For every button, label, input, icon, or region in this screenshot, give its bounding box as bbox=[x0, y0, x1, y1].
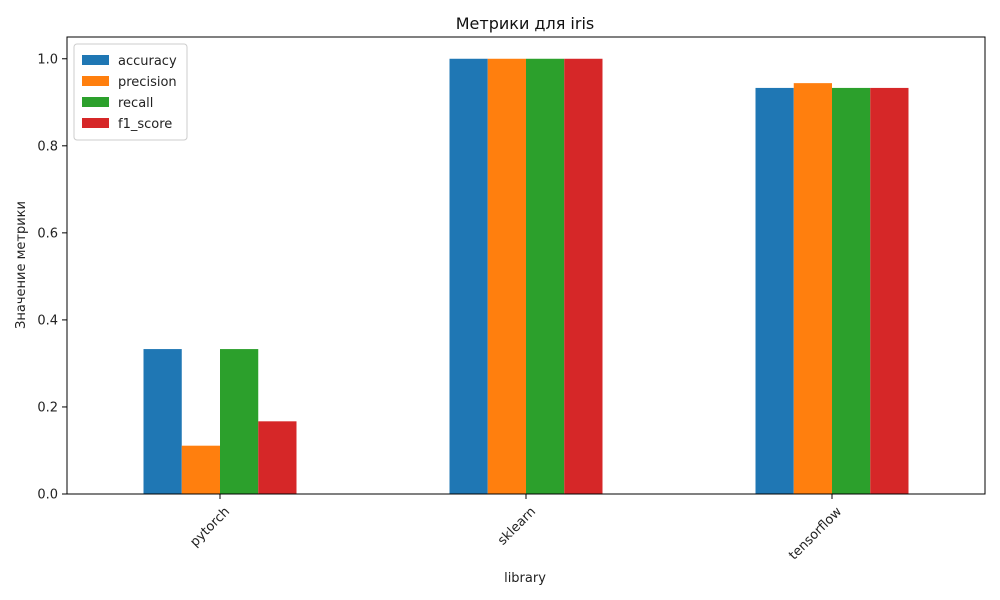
y-tick-label: 1.0 bbox=[37, 52, 58, 67]
bar-accuracy-pytorch bbox=[143, 349, 182, 494]
legend-swatch-accuracy bbox=[82, 55, 109, 65]
y-tick-label: 0.8 bbox=[37, 139, 58, 154]
x-tick-label-tensorflow: tensorflow bbox=[786, 504, 845, 563]
y-tick-label: 0.0 bbox=[37, 488, 58, 503]
legend-swatch-f1_score bbox=[82, 118, 109, 128]
bar-recall-sklearn bbox=[526, 58, 565, 494]
y-tick-label: 0.2 bbox=[37, 400, 58, 415]
x-tick-label-sklearn: sklearn bbox=[495, 504, 539, 548]
legend-label-recall: recall bbox=[118, 96, 153, 111]
chart-title: Метрики для iris bbox=[456, 14, 594, 33]
legend-box bbox=[73, 43, 188, 141]
legend-label-f1_score: f1_score bbox=[118, 117, 172, 132]
legend-label-accuracy: accuracy bbox=[118, 54, 177, 69]
plot-area: 0.0 0.2 0.4 0.6 0.8 1.0 pytorch sklearn tensorfl… bbox=[37, 36, 986, 563]
bar-f1_score-sklearn bbox=[564, 58, 603, 494]
bar-precision-tensorflow bbox=[793, 83, 832, 494]
bar-recall-tensorflow bbox=[832, 87, 871, 495]
bar-recall-pytorch bbox=[220, 349, 259, 494]
x-tick-label-pytorch: pytorch bbox=[187, 504, 233, 550]
bar-precision-pytorch bbox=[181, 445, 220, 494]
bar-f1_score-pytorch bbox=[258, 421, 297, 494]
bar-accuracy-tensorflow bbox=[755, 87, 794, 495]
y-tick-label: 0.6 bbox=[37, 226, 58, 241]
legend: accuracy precision recall f1_score bbox=[73, 43, 188, 141]
bar-precision-sklearn bbox=[487, 58, 526, 494]
x-axis-title: library bbox=[504, 571, 546, 586]
y-axis-title: Значение метрики bbox=[14, 201, 29, 329]
y-tick-label: 0.4 bbox=[37, 313, 58, 328]
legend-swatch-recall bbox=[82, 97, 109, 107]
bar-accuracy-sklearn bbox=[449, 58, 488, 494]
bar-f1_score-tensorflow bbox=[870, 87, 909, 495]
legend-swatch-precision bbox=[82, 76, 109, 86]
legend-label-precision: precision bbox=[118, 75, 177, 90]
